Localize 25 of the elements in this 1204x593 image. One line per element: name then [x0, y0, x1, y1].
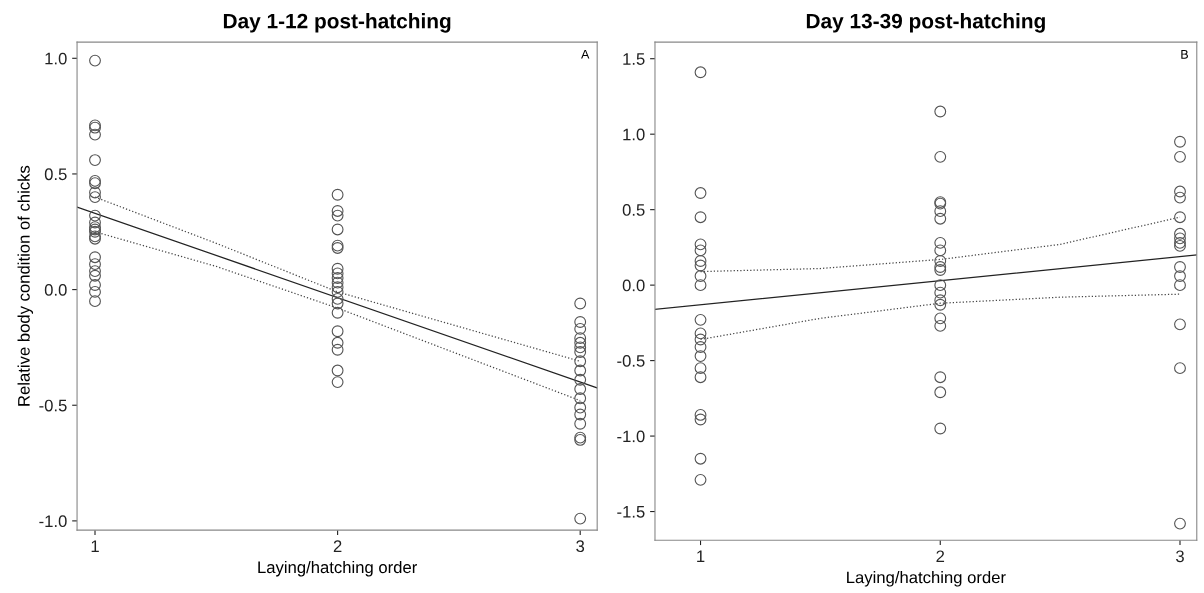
x-tick-label: 3 [576, 540, 585, 553]
y-tick-label: -1.5 [617, 506, 645, 518]
x-tick-label: 2 [936, 550, 945, 563]
annotation: A [581, 49, 590, 59]
chart-title: Day 1-12 post-hatching [223, 13, 451, 33]
y-tick-label: 0.5 [622, 204, 645, 216]
y-axis-title: Relative body condition of chicks [17, 165, 34, 406]
annotation: B [1181, 50, 1188, 59]
x-tick-label: 2 [333, 540, 342, 552]
y-tick-label: 1.0 [623, 128, 645, 141]
y-tick-label: -0.5 [39, 399, 67, 412]
x-tick-label: 1 [697, 550, 705, 563]
y-tick-label: 0.0 [44, 283, 67, 296]
y-tick-label: 1.5 [623, 53, 645, 65]
x-axis-title: Laying/hatching order [847, 571, 1006, 587]
x-tick-label: 1 [91, 540, 99, 552]
y-tick-label: 1.0 [45, 52, 67, 65]
x-axis-title: Laying/hatching order [258, 560, 417, 577]
y-tick-label: -1.0 [617, 430, 645, 443]
y-tick-label: -0.5 [617, 355, 645, 367]
y-tick-label: 0.5 [44, 168, 67, 181]
chart-title: Day 13-39 post-hatching [806, 13, 1045, 33]
y-tick-label: 0.0 [622, 279, 645, 292]
x-tick-label: 3 [1176, 550, 1184, 563]
y-tick-label: -1.0 [39, 515, 67, 528]
